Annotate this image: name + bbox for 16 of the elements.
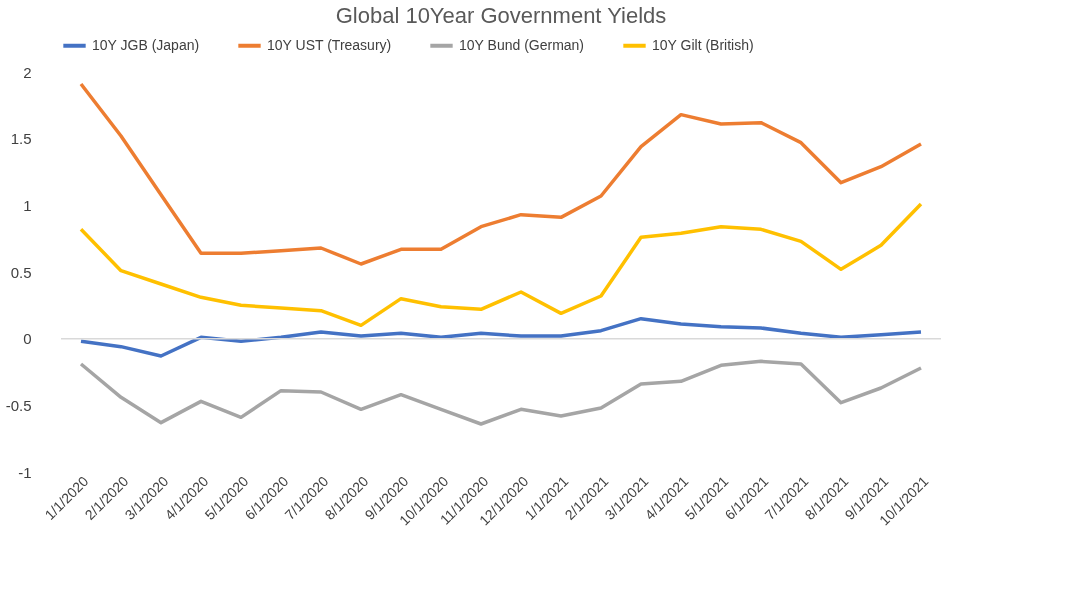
legend-label: 10Y UST (Treasury) <box>267 36 392 53</box>
line-series <box>79 316 923 358</box>
y-tick-label: 2 <box>23 63 32 81</box>
y-tick-label: -0.5 <box>5 396 32 414</box>
y-tick-label: -1 <box>18 463 32 481</box>
y-tick-label: 0 <box>23 330 32 348</box>
y-tick-label: 1.5 <box>10 130 32 148</box>
y-tick-label: 1 <box>23 196 32 214</box>
line-series <box>79 82 923 266</box>
legend-label: 10Y JGB (Japan) <box>92 36 200 53</box>
line-series <box>79 202 923 328</box>
line-series <box>79 359 923 426</box>
legend-label: 10Y Bund (German) <box>459 36 585 53</box>
y-tick-label: 0.5 <box>10 263 32 281</box>
legend-label: 10Y Gilt (British) <box>652 36 754 53</box>
chart-title: Global 10Year Government Yields <box>335 3 667 28</box>
